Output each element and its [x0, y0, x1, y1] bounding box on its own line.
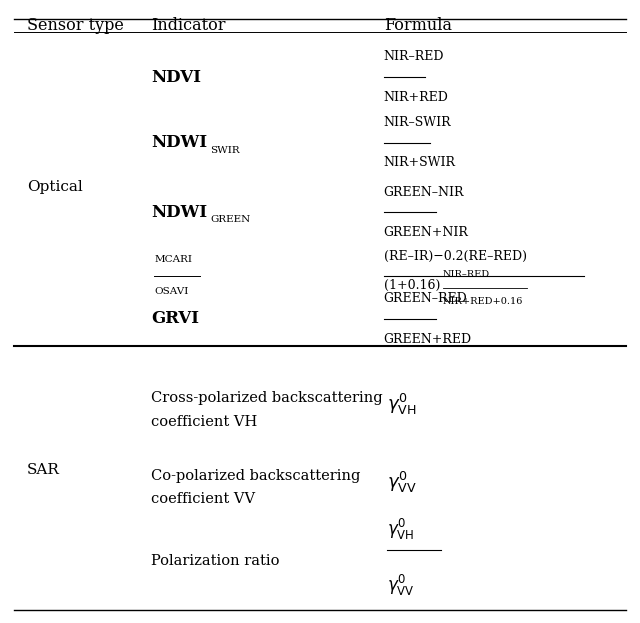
Text: NIR+SWIR: NIR+SWIR: [384, 156, 456, 169]
Text: GRVI: GRVI: [151, 310, 199, 328]
Text: coefficient VV: coefficient VV: [151, 492, 255, 506]
Text: GREEN+RED: GREEN+RED: [384, 333, 472, 346]
Text: NDWI: NDWI: [151, 135, 207, 151]
Text: Co-polarized backscattering: Co-polarized backscattering: [151, 469, 360, 483]
Text: Cross-polarized backscattering: Cross-polarized backscattering: [151, 391, 383, 406]
Text: Sensor type: Sensor type: [27, 17, 124, 34]
Text: SAR: SAR: [27, 463, 60, 477]
Text: OSAVI: OSAVI: [154, 287, 189, 296]
Text: coefficient VH: coefficient VH: [151, 415, 257, 429]
Text: $\gamma^{0}_{\mathrm{VV}}$: $\gamma^{0}_{\mathrm{VV}}$: [387, 470, 417, 495]
Text: GREEN–RED: GREEN–RED: [384, 292, 467, 305]
Text: SWIR: SWIR: [211, 146, 240, 155]
Text: NIR–RED: NIR–RED: [443, 270, 490, 279]
Text: NIR–RED: NIR–RED: [384, 50, 444, 64]
Text: Indicator: Indicator: [151, 17, 226, 34]
Text: MCARI: MCARI: [154, 255, 193, 264]
Text: (RE–IR)−0.2(RE–RED): (RE–IR)−0.2(RE–RED): [384, 250, 527, 263]
Text: $\gamma^{0}_{\mathrm{VH}}$: $\gamma^{0}_{\mathrm{VH}}$: [387, 392, 417, 417]
Text: $\gamma^{0}_{\mathrm{VH}}$: $\gamma^{0}_{\mathrm{VH}}$: [387, 517, 414, 542]
Text: NIR–SWIR: NIR–SWIR: [384, 116, 451, 129]
Text: GREEN+NIR: GREEN+NIR: [384, 226, 468, 239]
Text: NDWI: NDWI: [151, 204, 207, 221]
Text: Optical: Optical: [27, 181, 83, 194]
Text: NIR+RED+0.16: NIR+RED+0.16: [443, 297, 524, 306]
Text: GREEN–NIR: GREEN–NIR: [384, 186, 464, 199]
Text: Formula: Formula: [384, 17, 452, 34]
Text: $\gamma^{0}_{\mathrm{VV}}$: $\gamma^{0}_{\mathrm{VV}}$: [387, 573, 415, 598]
Text: GREEN: GREEN: [211, 215, 251, 224]
Text: NIR+RED: NIR+RED: [384, 91, 449, 103]
Text: (1+0.16): (1+0.16): [384, 278, 440, 292]
Text: Polarization ratio: Polarization ratio: [151, 554, 280, 568]
Text: NDVI: NDVI: [151, 69, 201, 85]
